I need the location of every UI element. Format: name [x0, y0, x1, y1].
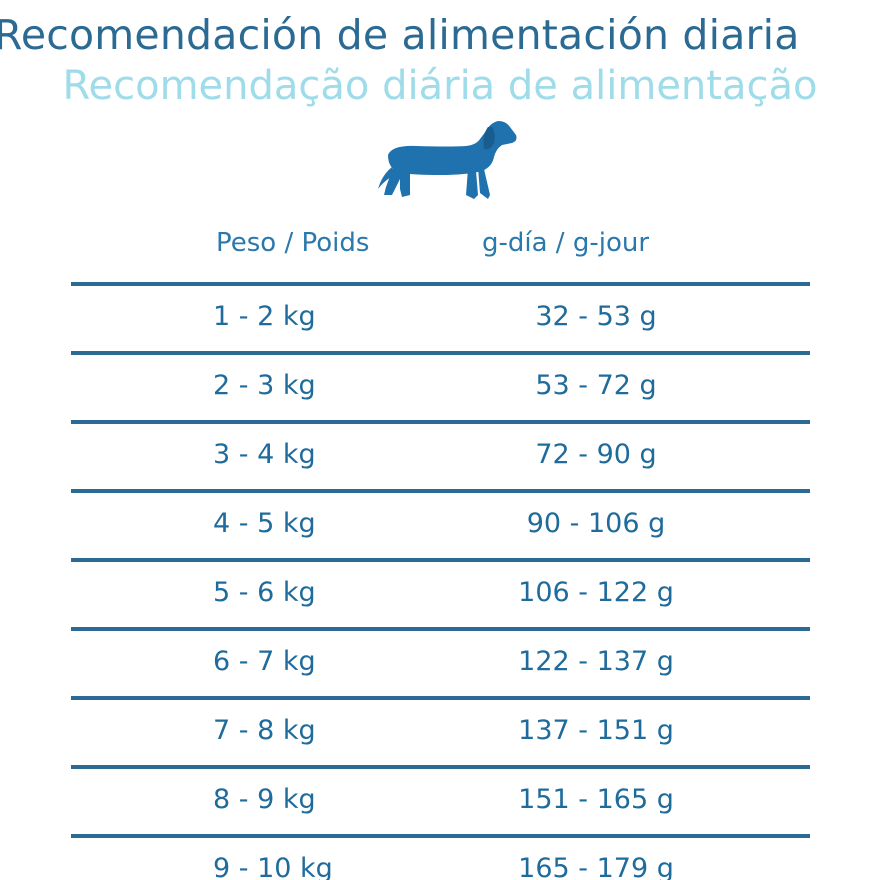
grams-cell: 122 - 137 g	[518, 646, 674, 677]
divider	[71, 834, 810, 838]
table-row: 6 - 7 kg 122 - 137 g	[71, 631, 810, 696]
grams-cell: 137 - 151 g	[518, 715, 674, 746]
grams-cell: 53 - 72 g	[535, 370, 657, 401]
weight-cell: 1 - 2 kg	[213, 301, 316, 332]
weight-cell: 7 - 8 kg	[213, 715, 316, 746]
table-header: Peso / Poids g-día / g-jour	[71, 218, 810, 282]
divider	[71, 696, 810, 700]
table-row: 1 - 2 kg 32 - 53 g	[71, 286, 810, 351]
table-row: 9 - 10 kg 165 - 179 g	[71, 838, 810, 880]
divider	[71, 351, 810, 355]
dachshund-icon	[378, 121, 517, 199]
feeding-table: Peso / Poids g-día / g-jour 1 - 2 kg 32 …	[71, 218, 810, 880]
divider	[71, 282, 810, 286]
weight-cell: 8 - 9 kg	[213, 784, 316, 815]
header-weight: Peso / Poids	[216, 228, 370, 258]
grams-cell: 165 - 179 g	[518, 853, 674, 880]
table-row: 7 - 8 kg 137 - 151 g	[71, 700, 810, 765]
grams-cell: 72 - 90 g	[535, 439, 657, 470]
weight-cell: 2 - 3 kg	[213, 370, 316, 401]
weight-cell: 3 - 4 kg	[213, 439, 316, 470]
table-row: 2 - 3 kg 53 - 72 g	[71, 355, 810, 420]
table-row: 4 - 5 kg 90 - 106 g	[71, 493, 810, 558]
grams-cell: 32 - 53 g	[535, 301, 657, 332]
weight-cell: 4 - 5 kg	[213, 508, 316, 539]
divider	[71, 558, 810, 562]
divider	[71, 765, 810, 769]
grams-cell: 151 - 165 g	[518, 784, 674, 815]
weight-cell: 5 - 6 kg	[213, 577, 316, 608]
weight-cell: 6 - 7 kg	[213, 646, 316, 677]
header-grams: g-día / g-jour	[482, 228, 650, 258]
grams-cell: 90 - 106 g	[526, 508, 666, 539]
table-row: 5 - 6 kg 106 - 122 g	[71, 562, 810, 627]
divider	[71, 420, 810, 424]
title-spanish: Recomendación de alimentación diaria	[0, 11, 800, 59]
grams-cell: 106 - 122 g	[518, 577, 674, 608]
table-row: 3 - 4 kg 72 - 90 g	[71, 424, 810, 489]
table-row: 8 - 9 kg 151 - 165 g	[71, 769, 810, 834]
title-portuguese: Recomendação diária de alimentação	[62, 63, 818, 109]
divider	[71, 489, 810, 493]
weight-cell: 9 - 10 kg	[213, 853, 333, 880]
divider	[71, 627, 810, 631]
